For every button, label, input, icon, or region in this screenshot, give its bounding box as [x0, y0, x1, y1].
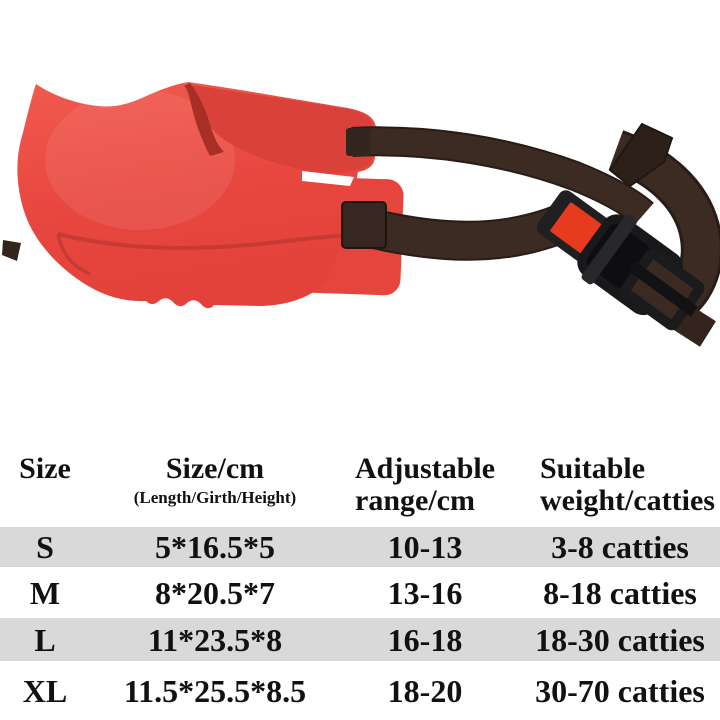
suitable-weight-line1: Suitable — [540, 452, 646, 485]
size-chart-header-row: Size Size/cm (Length/Girth/Height) Adjus… — [0, 440, 720, 527]
adjuster-bar — [627, 260, 698, 317]
table-row-l: L 11*23.5*8 16-18 18-30 catties — [0, 618, 720, 661]
column-header-size-cm-label: Size/cm — [165, 452, 265, 485]
dimensions-value: 8*20.5*7 — [155, 574, 275, 611]
column-header-size-cm-sublabel: (Length/Girth/Height) — [133, 487, 297, 507]
product-photo — [2, 82, 720, 347]
column-header-adjustable-range: Adjustable range/cm — [330, 453, 520, 516]
adjustable-range-line1: Adjustable — [355, 452, 496, 485]
muzzle-highlight — [45, 90, 235, 230]
size-chart: Size Size/cm (Length/Girth/Height) Adjus… — [0, 440, 720, 720]
strap-end-left — [2, 240, 21, 261]
strap-fold-end — [608, 122, 674, 188]
strap-upper — [346, 126, 654, 226]
adjustable-range-value: 18-20 — [387, 672, 463, 709]
buckle-center-bar — [581, 214, 637, 285]
size-value: S — [36, 529, 54, 565]
table-row-xl: XL 11.5*25.5*8.5 18-20 30-70 catties — [0, 661, 720, 720]
size-value: XL — [22, 672, 68, 709]
column-header-suitable-weight: Suitable weight/catties — [520, 453, 720, 516]
table-row-s: S 5*16.5*5 10-13 3-8 catties — [0, 527, 720, 567]
mouth-groove — [57, 232, 359, 250]
dimensions-value: 11.5*25.5*8.5 — [123, 672, 307, 709]
muzzle-opening-inner — [192, 85, 373, 174]
adjustable-range-line2: range/cm — [355, 483, 475, 517]
adjustable-range-value: 10-13 — [387, 529, 463, 565]
table-row-m: M 8*20.5*7 13-16 8-18 catties — [0, 567, 720, 618]
strap-stitch-lower — [341, 201, 387, 249]
adjustable-range-value: 16-18 — [387, 621, 463, 658]
suitable-weight-line2: weight/catties — [540, 483, 715, 517]
adjustable-range-value: 13-16 — [387, 574, 463, 611]
dimensions-value: 11*23.5*8 — [147, 621, 283, 658]
strap-adjuster — [620, 248, 705, 331]
size-value: L — [34, 621, 56, 658]
suitable-weight-value: 8-18 catties — [543, 574, 697, 611]
strap-lower — [340, 201, 573, 261]
suitable-weight-value: 30-70 catties — [535, 672, 705, 709]
muzzle-opening-shadow — [184, 83, 224, 156]
size-value: M — [29, 574, 61, 611]
lip-fold — [56, 233, 91, 276]
suitable-weight-value: 18-30 catties — [535, 621, 705, 658]
muzzle-gap — [302, 171, 354, 186]
column-header-size-cm: Size/cm (Length/Girth/Height) — [90, 453, 330, 506]
muzzle-body — [17, 82, 376, 309]
strap-stitch-upper — [346, 128, 370, 156]
suitable-weight-value: 3-8 catties — [551, 529, 689, 565]
column-header-size: Size — [19, 452, 71, 485]
dimensions-value: 5*16.5*5 — [155, 529, 275, 565]
dog-muzzle-illustration — [2, 82, 720, 347]
